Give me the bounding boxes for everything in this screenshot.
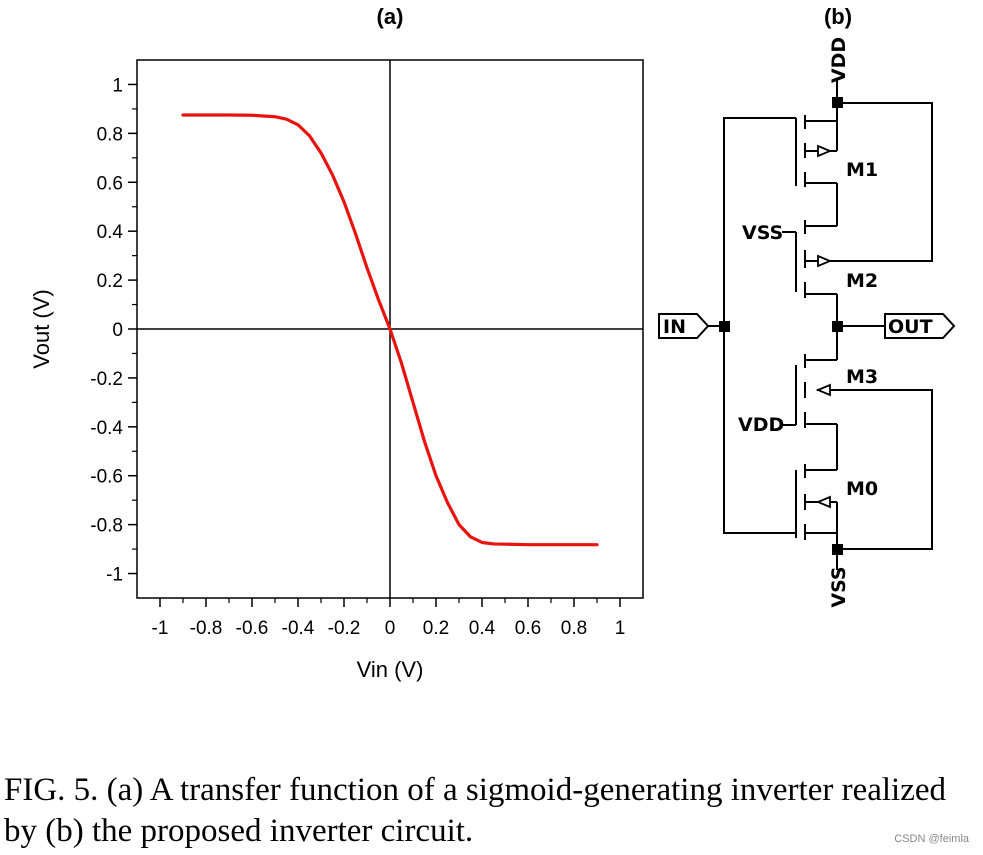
vss-mid-label: VSS (742, 222, 783, 244)
transfer-function-chart: (a) -1 -0.8 -0.6 -0.4 -0.2 0 0.2 0.4 0.6 0.8 1 1 0.… (29, 4, 644, 682)
transistor-m1: M1 (795, 103, 878, 226)
y-tick-label: -0.8 (90, 516, 123, 537)
transistor-m3: M3 VDD (738, 354, 878, 470)
transistor-m0: M0 (795, 464, 878, 549)
output-node (832, 321, 843, 332)
x-tick-label: -0.8 (190, 618, 223, 639)
m0-label: M0 (846, 478, 878, 500)
x-tick-label: 0.4 (469, 618, 496, 639)
m3-label: M3 (846, 366, 878, 388)
in-port: IN (658, 313, 710, 339)
m2-label: M2 (846, 270, 878, 292)
vdd-top-label: VDD (828, 37, 850, 83)
y-tick-label: -0.4 (90, 418, 123, 439)
x-tick-label: 0.6 (515, 618, 541, 639)
y-tick-label: -0.6 (90, 467, 123, 488)
y-tick-label: 0 (112, 320, 123, 341)
x-tick-label: -0.4 (282, 618, 315, 639)
y-tick-label: 0.6 (97, 173, 123, 194)
m1-label: M1 (846, 159, 878, 181)
y-tick-label: 0.8 (97, 124, 123, 145)
vdd-node (832, 97, 843, 108)
x-tick-label: 1 (615, 618, 626, 639)
vss-node (832, 544, 843, 555)
tick-marks (128, 83, 621, 607)
y-axis-label: Vout (V) (29, 289, 54, 368)
in-port-label: IN (663, 316, 686, 338)
x-tick-label: 0 (385, 618, 396, 639)
transistor-m2: VSS M2 (742, 220, 878, 360)
inverter-circuit: (b) VDD VSS (658, 4, 956, 608)
x-tick-label: 0.2 (423, 618, 449, 639)
panel-label-a: (a) (377, 4, 404, 29)
series-line-vout (181, 113, 599, 547)
vss-bottom-label: VSS (828, 566, 850, 607)
watermark: CSDN @feimla (894, 833, 969, 845)
panel-label-b: (b) (824, 4, 852, 29)
figure-caption: FIG. 5. (a) A transfer function of a sig… (4, 772, 946, 849)
x-tick-label: 0.8 (561, 618, 587, 639)
out-port-label: OUT (888, 316, 933, 338)
y-tick-labels: 1 0.8 0.6 0.4 0.2 0 -0.2 -0.4 -0.6 -0.8 -1 (90, 75, 123, 585)
out-port: OUT (884, 313, 956, 339)
x-tick-label: -0.2 (328, 618, 361, 639)
y-tick-label: 1 (112, 75, 123, 96)
x-axis-label: Vin (V) (357, 657, 424, 682)
x-tick-label: -0.6 (236, 618, 269, 639)
y-tick-label: 0.2 (97, 271, 123, 292)
y-tick-label: 0.4 (97, 222, 124, 243)
series-layer (181, 113, 599, 547)
x-tick-label: -1 (152, 618, 169, 639)
y-tick-label: -0.2 (90, 369, 123, 390)
input-node (719, 321, 730, 332)
x-tick-labels: -1 -0.8 -0.6 -0.4 -0.2 0 0.2 0.4 0.6 0.8 1 (152, 618, 626, 639)
y-tick-label: -1 (106, 565, 123, 586)
vdd-mid-label: VDD (738, 414, 784, 436)
